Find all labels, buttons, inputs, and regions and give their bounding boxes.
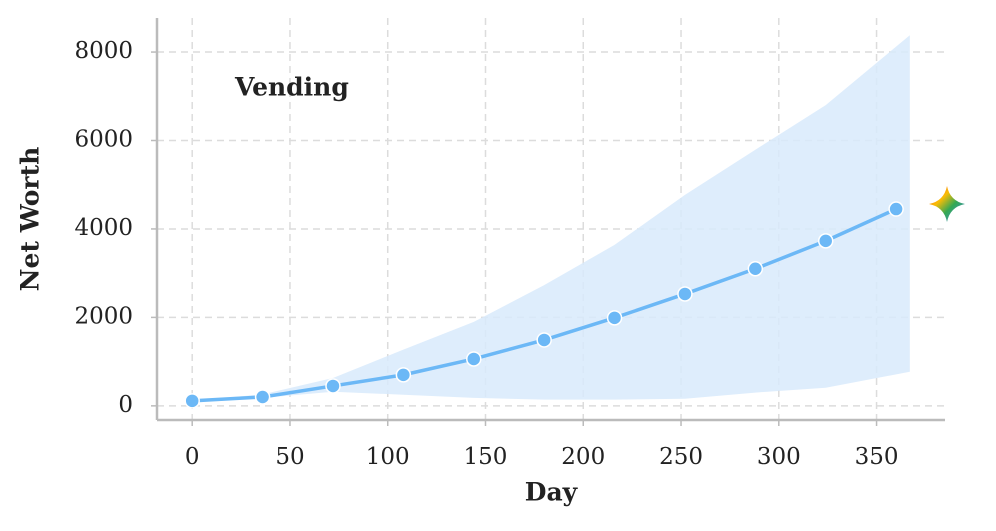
data-point <box>888 201 904 217</box>
x-tick-label: 150 <box>464 444 508 470</box>
data-point <box>677 286 693 302</box>
x-tick-label: 100 <box>366 444 410 470</box>
y-tick-label: 0 <box>118 392 133 418</box>
data-point <box>254 389 271 405</box>
data-point <box>536 332 552 348</box>
y-tick-label: 6000 <box>74 127 133 153</box>
x-tick-label: 50 <box>275 444 304 470</box>
y-tick-label: 4000 <box>74 215 133 241</box>
x-tick-label: 200 <box>561 444 605 470</box>
data-point <box>325 378 341 394</box>
y-tick-label: 2000 <box>74 303 133 329</box>
x-tick-label: 350 <box>855 444 899 470</box>
y-tick-label: 8000 <box>74 38 133 64</box>
sparkle-icon <box>929 186 965 222</box>
confidence-band <box>192 35 910 401</box>
annotation: Vending <box>234 73 349 102</box>
data-point <box>747 261 764 277</box>
data-point <box>817 233 834 249</box>
data-point <box>606 310 623 326</box>
x-axis-title: Day <box>525 478 579 507</box>
plot-area: 0 2000 4000 6000 8000 0 50 100 150 200 250 300 350 <box>74 18 945 470</box>
data-point <box>395 367 412 383</box>
x-tick-label: 300 <box>757 444 801 470</box>
x-tick-label: 250 <box>659 444 703 470</box>
y-axis-title: Net Worth <box>16 147 45 292</box>
x-tick-label: 0 <box>185 444 200 470</box>
data-point <box>184 393 200 409</box>
data-point <box>466 351 482 367</box>
